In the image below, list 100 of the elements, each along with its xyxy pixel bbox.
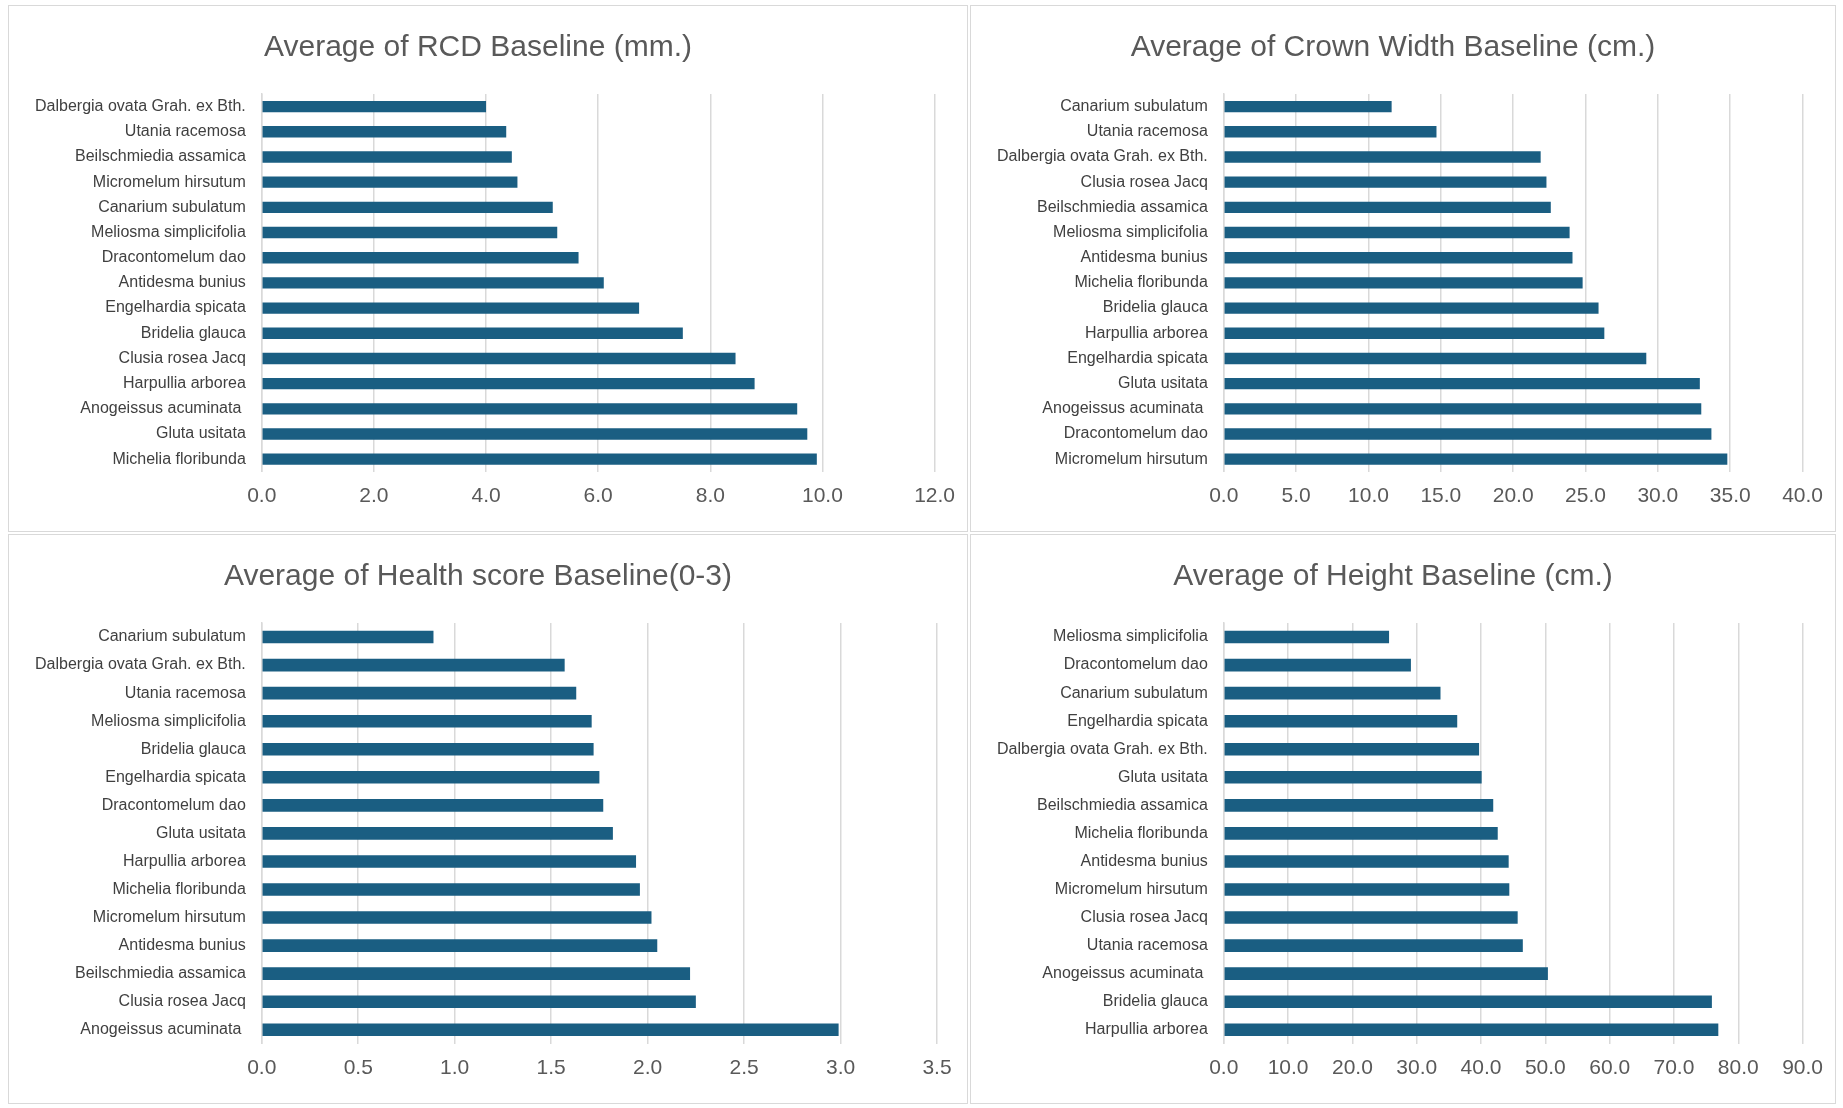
x-tick-label: 2.0 (359, 483, 389, 507)
x-tick-label: 12.0 (914, 483, 955, 507)
x-tick-label: 30.0 (1396, 1055, 1438, 1079)
bar (262, 995, 696, 1009)
bar (262, 855, 637, 868)
y-tick-label: Canarium subulatum (1060, 97, 1208, 114)
bar (262, 770, 600, 784)
bar (1224, 352, 1647, 365)
bar (262, 911, 652, 924)
y-tick-label: Antidesma bunius (118, 936, 246, 954)
x-tick-label: 2.0 (633, 1055, 663, 1079)
x-tick-label: 15.0 (1420, 483, 1462, 507)
y-tick-label: Anogeissus acuminata (1042, 964, 1208, 982)
x-tick-label: 3.5 (922, 1055, 952, 1079)
bar (262, 453, 817, 465)
bar (1224, 126, 1437, 138)
x-tick-label: 35.0 (1709, 483, 1751, 507)
y-tick-label: Micromelum hirsutum (1054, 449, 1208, 467)
y-tick-label: Clusia rosea Jacq (1080, 907, 1208, 925)
y-tick-label: Meliosma simplicifolia (91, 711, 246, 729)
bar (262, 1023, 839, 1037)
y-tick-label: Anogeissus acuminata (1042, 399, 1208, 417)
y-tick-label: Utania racemosa (124, 683, 246, 701)
bar (1224, 428, 1712, 440)
bar (262, 686, 577, 700)
x-tick-label: 20.0 (1331, 1055, 1373, 1079)
y-tick-label: Anogeissus acuminata (80, 1020, 246, 1038)
y-tick-label: Micromelum hirsutum (1054, 879, 1208, 897)
bar (1224, 827, 1498, 840)
x-tick-label: 3.0 (825, 1055, 856, 1079)
bar (262, 327, 683, 339)
y-tick-label: Engelhardia spicata (1067, 348, 1208, 366)
bar (262, 126, 507, 138)
bar (262, 100, 487, 113)
bar (262, 799, 604, 812)
y-tick-label: Dalbergia ovata Grah. ex Bth. (997, 147, 1208, 165)
y-tick-label: Harpullia arborea (123, 851, 246, 869)
x-tick-label: 40.0 (1460, 1055, 1502, 1079)
y-tick-label: Harpullia arborea (1085, 323, 1208, 341)
bar (262, 630, 434, 644)
bar (262, 302, 640, 314)
x-tick-label: 50.0 (1524, 1055, 1566, 1079)
y-tick-label: Canarium subulatum (98, 197, 246, 215)
y-tick-label: Beilschmiedia assamica (75, 964, 246, 982)
x-tick-label: 10.0 (1267, 1055, 1309, 1079)
chart-title: Average of Height Baseline (cm.) (1173, 558, 1613, 592)
y-tick-label: Utania racemosa (1086, 936, 1208, 954)
bar (1224, 377, 1700, 390)
y-tick-label: Meliosma simplicifolia (91, 222, 246, 240)
y-tick-label: Michelia floribunda (1074, 823, 1208, 841)
bar (262, 403, 798, 415)
y-tick-label: Micromelum hirsutum (92, 907, 246, 925)
bar (1224, 252, 1573, 264)
y-tick-label: Harpullia arborea (1085, 1020, 1208, 1038)
y-tick-label: Dracontomelum dao (1063, 655, 1208, 673)
x-tick-label: 60.0 (1589, 1055, 1631, 1079)
y-tick-label: Gluta usitata (155, 823, 246, 841)
y-tick-label: Micromelum hirsutum (92, 172, 246, 190)
x-tick-label: 0.0 (247, 1055, 277, 1079)
bar (1224, 995, 1712, 1009)
y-tick-label: Michelia floribunda (112, 879, 246, 897)
y-tick-label: Anogeissus acuminata (80, 399, 246, 417)
bar (262, 714, 592, 728)
x-tick-label: 20.0 (1492, 483, 1534, 507)
y-tick-label: Beilschmiedia assamica (1037, 197, 1208, 215)
bar (1224, 967, 1548, 980)
bar (1224, 883, 1510, 896)
y-tick-label: Dalbergia ovata Grah. ex Bth. (35, 97, 246, 114)
x-tick-label: 2.5 (729, 1055, 759, 1079)
y-tick-label: Engelhardia spicata (1067, 711, 1208, 729)
y-tick-label: Dalbergia ovata Grah. ex Bth. (997, 739, 1208, 757)
x-tick-label: 10.0 (1348, 483, 1389, 507)
x-tick-label: 90.0 (1782, 1055, 1823, 1079)
y-tick-label: Clusia rosea Jacq (118, 992, 246, 1010)
y-tick-label: Bridelia glauca (1102, 992, 1208, 1010)
bar (1224, 714, 1458, 728)
bar (1224, 226, 1570, 239)
y-tick-label: Beilschmiedia assamica (75, 147, 246, 165)
y-tick-label: Michelia floribunda (1074, 273, 1208, 291)
bar (262, 277, 604, 289)
bar (262, 883, 640, 896)
y-tick-label: Beilschmiedia assamica (1037, 795, 1208, 813)
bar (262, 377, 755, 390)
y-tick-label: Antidesma bunius (1080, 248, 1208, 266)
bar (1224, 100, 1392, 113)
x-tick-label: 70.0 (1653, 1055, 1695, 1079)
bar (262, 742, 594, 756)
bar (1224, 327, 1605, 339)
y-tick-label: Dracontomelum dao (1063, 424, 1208, 442)
x-tick-label: 10.0 (802, 483, 843, 507)
chart-title: Average of Health score Baseline(0-3) (223, 558, 733, 592)
y-tick-label: Clusia rosea Jacq (118, 348, 246, 366)
y-tick-label: Bridelia glauca (140, 739, 246, 757)
bar (262, 428, 808, 440)
bar (1224, 302, 1599, 314)
x-tick-label: 0.0 (1209, 1055, 1239, 1079)
x-tick-label: 5.0 (1281, 483, 1311, 507)
bar (262, 827, 613, 840)
y-tick-label: Utania racemosa (1086, 122, 1208, 140)
y-tick-label: Gluta usitata (155, 424, 246, 442)
